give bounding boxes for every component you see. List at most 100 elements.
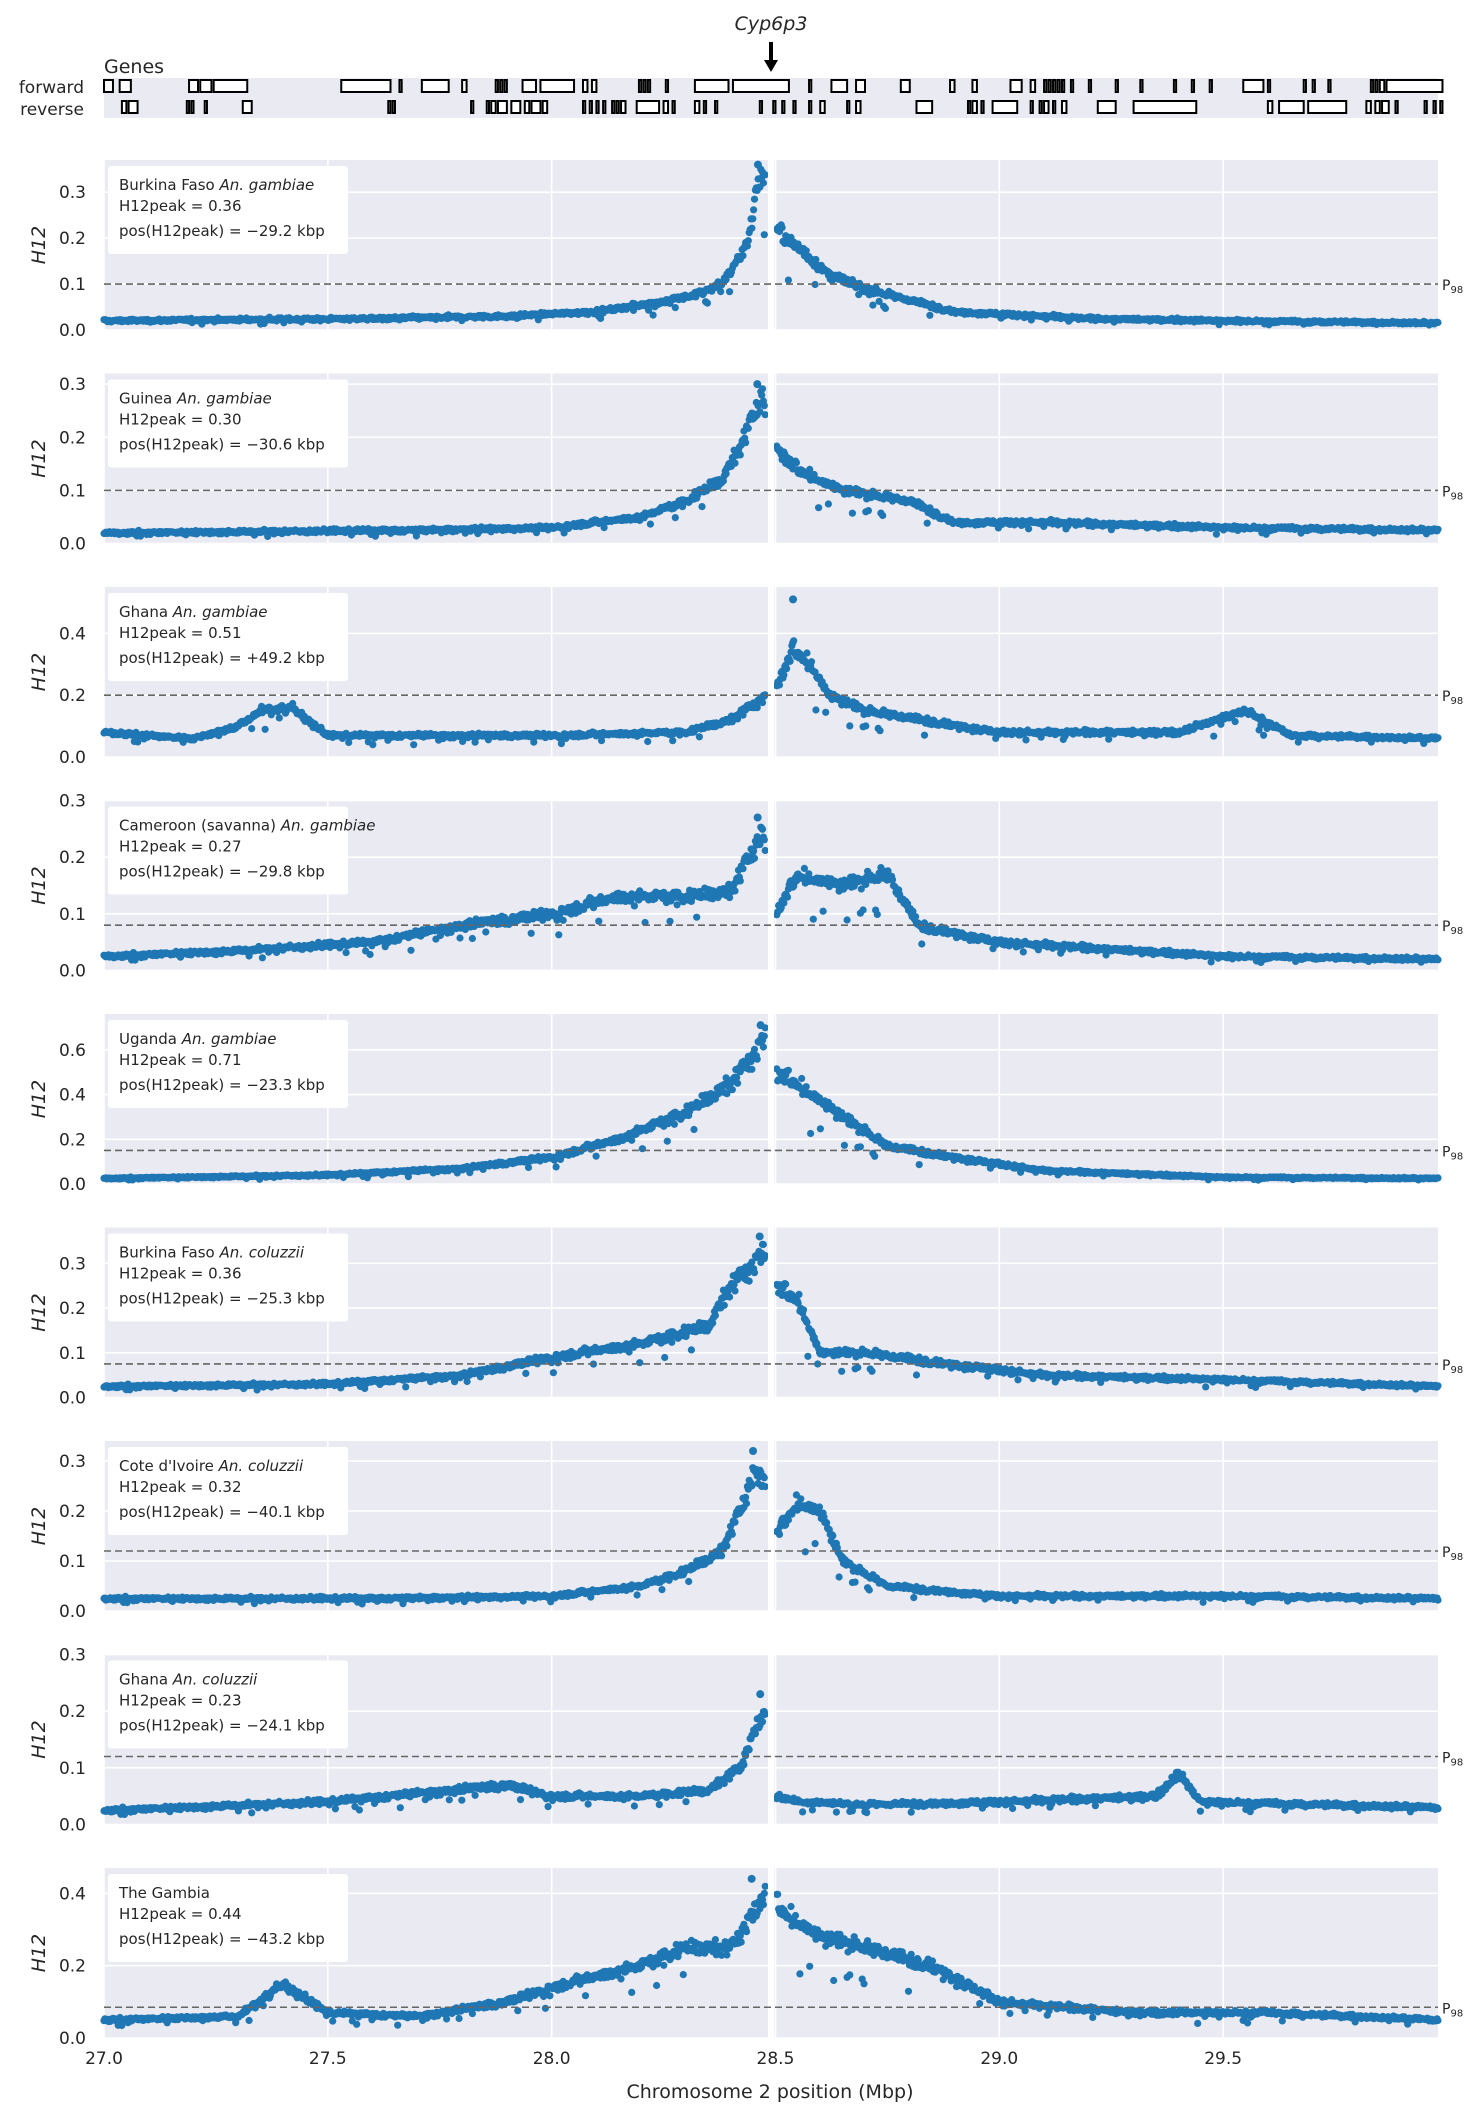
h12-point [803, 649, 810, 656]
reverse-gene [393, 101, 395, 113]
forward-gene [1089, 80, 1091, 92]
h12-point [793, 459, 800, 466]
reverse-gene [525, 101, 529, 113]
forward-gene [666, 80, 668, 92]
y-tick-label: 0.0 [59, 535, 86, 555]
forward-gene [1031, 80, 1035, 92]
panel: 0.00.10.20.3H12P98Guinea An. gambiaeH12p… [28, 374, 1463, 555]
h12-point [742, 439, 749, 446]
forward-gene [592, 80, 596, 92]
h12-point [1105, 736, 1112, 743]
legend-population: Guinea An. gambiae [119, 390, 272, 408]
y-tick-label: 0.0 [59, 962, 86, 982]
h12-point [343, 949, 350, 956]
h12-point [745, 425, 752, 432]
reverse-gene [1031, 101, 1033, 113]
h12-point [248, 725, 255, 732]
reverse-gene [129, 101, 138, 113]
y-tick-label: 0.2 [59, 686, 86, 706]
y-axis-label: H12 [28, 653, 50, 691]
panel: 0.00.10.20.3H12P98Cameroon (savanna) An.… [28, 792, 1463, 982]
forward-gene [695, 80, 729, 92]
h12-point [726, 288, 733, 295]
forward-gene [648, 80, 650, 92]
forward-gene [1328, 80, 1330, 92]
forward-gene [1062, 80, 1064, 92]
h12-point [1025, 525, 1032, 532]
h12-point [787, 658, 794, 665]
y-tick-label: 0.1 [59, 275, 86, 295]
forward-gene [341, 80, 390, 92]
h12-point [876, 727, 883, 734]
reverse-gene [1053, 101, 1055, 113]
reverse-gene [793, 101, 795, 113]
h12-point [737, 451, 744, 458]
legend-peak-position: pos(H12peak) = −30.6 kbp [119, 436, 325, 454]
h12-point [1232, 718, 1239, 725]
y-tick-label: 0.2 [59, 848, 86, 868]
h12-point [862, 722, 869, 729]
h12-peak-point [789, 595, 797, 603]
reverse-gene [1062, 101, 1066, 113]
panel-legend: Guinea An. gambiaeH12peak = 0.30pos(H12p… [108, 380, 348, 468]
legend-population: Ghana An. gambiae [119, 603, 268, 621]
forward-gene [643, 80, 645, 92]
reverse-gene [993, 101, 1018, 113]
reverse-gene [760, 101, 762, 113]
h12-point [1210, 733, 1217, 740]
genes-track: Genes forward reverse Cyp6p3 [19, 13, 1443, 120]
reverse-gene [847, 101, 849, 113]
h12-point [924, 520, 931, 527]
h12-point [762, 411, 769, 418]
reverse-gene [603, 101, 605, 113]
forward-gene [1174, 80, 1176, 92]
h12-point [276, 714, 283, 721]
reverse-gene [205, 101, 207, 113]
reverse-gene [122, 101, 126, 113]
reverse-gene [704, 101, 706, 113]
highlight-gene-arrow [764, 42, 778, 72]
h12-point [849, 510, 856, 517]
reverse-gene [596, 101, 598, 113]
h12-point [717, 288, 724, 295]
reverse-gene [1375, 101, 1379, 113]
forward-gene [540, 80, 574, 92]
forward-gene [1192, 80, 1194, 92]
forward-gene [505, 80, 507, 92]
forward-gene [1375, 80, 1377, 92]
legend-peak-position: pos(H12peak) = −29.2 kbp [119, 222, 325, 240]
h12-point [647, 521, 654, 528]
h12-point [751, 196, 758, 203]
forward-gene [831, 80, 847, 92]
reverse-gene [1434, 101, 1436, 113]
h12-point [750, 206, 757, 213]
reverse-gene [388, 101, 390, 113]
h12-point [650, 312, 657, 319]
reverse-gene [664, 101, 668, 113]
forward-gene [189, 80, 198, 92]
reverse-gene [187, 101, 189, 113]
forward-gene [950, 80, 954, 92]
h12-point [259, 954, 266, 961]
reverse-gene [695, 101, 699, 113]
forward-strand-label: forward [19, 78, 84, 98]
reverse-gene [1440, 101, 1442, 113]
h12-point [1213, 531, 1220, 538]
h12-point [846, 722, 853, 729]
y-tick-label: 0.3 [59, 183, 86, 203]
reverse-gene [820, 101, 824, 113]
forward-gene [733, 80, 789, 92]
reverse-gene [637, 101, 659, 113]
forward-gene [1268, 80, 1270, 92]
forward-gene [1071, 80, 1073, 92]
reverse-gene [972, 101, 976, 113]
y-tick-label: 0.0 [59, 748, 86, 768]
h12-point [790, 637, 797, 644]
p98-label: P98 [1442, 278, 1463, 296]
h12-peak-point [754, 161, 762, 169]
highlight-gene-label: Cyp6p3 [735, 13, 808, 35]
forward-gene [1053, 80, 1055, 92]
h12-point [812, 706, 819, 713]
h12-point [1434, 734, 1441, 741]
